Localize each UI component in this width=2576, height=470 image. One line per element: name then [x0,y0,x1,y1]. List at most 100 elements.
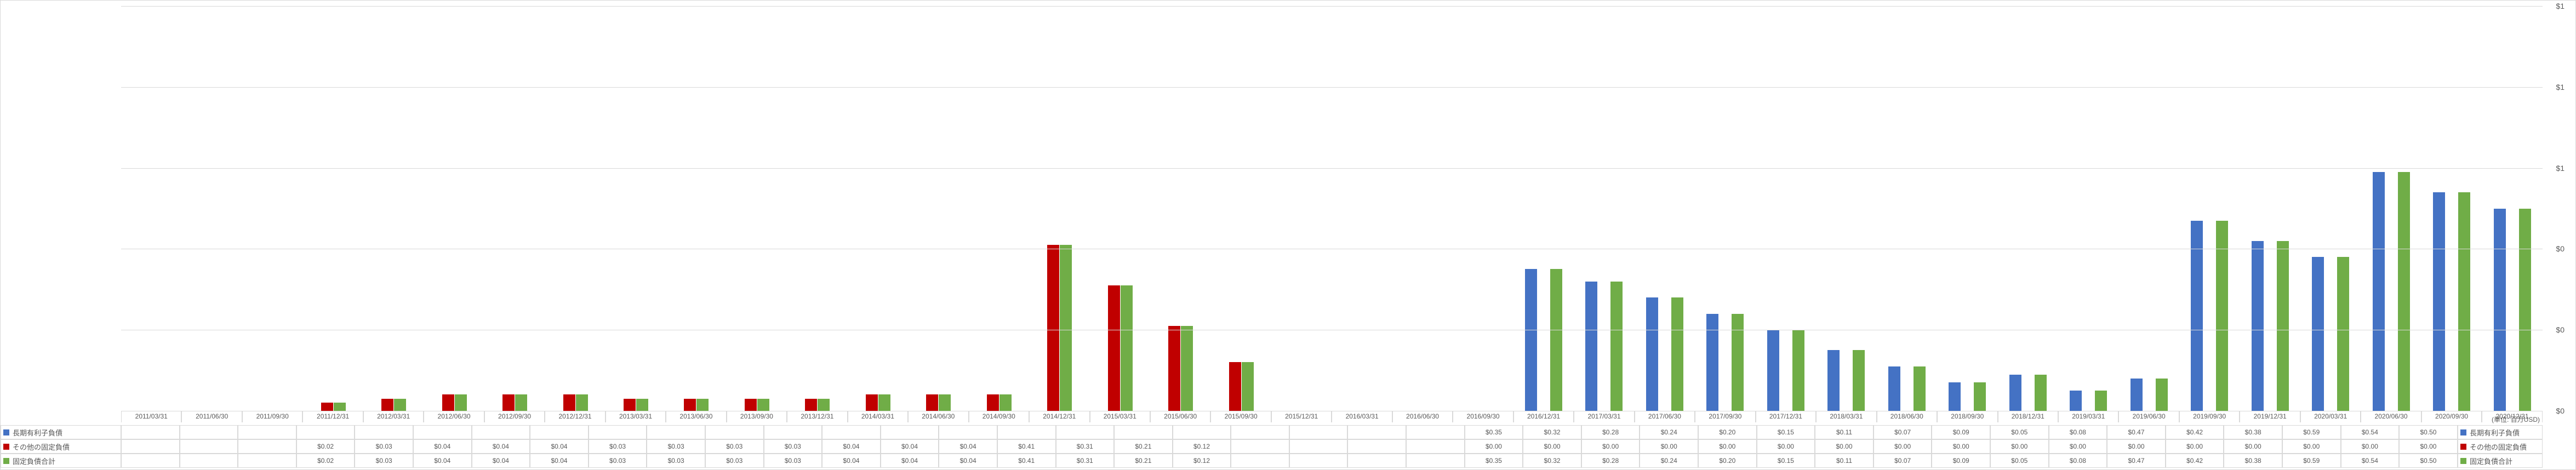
x-tick-label: 2014/03/31 [848,411,908,422]
table-cell: $0.03 [647,454,705,468]
table-cell: $0.21 [1114,439,1173,454]
x-tick-label: 2018/12/31 [1998,411,2058,422]
bars-container [121,6,2543,411]
row-header-left: その他の固定負債 [1,439,121,454]
table-cell: $0.54 [2341,454,2400,468]
bar-s1 [2252,241,2264,411]
bar-s2 [987,394,999,411]
period-group [2361,6,2421,411]
x-tick-label: 2014/06/30 [908,411,968,422]
table-cell: $0.04 [881,439,939,454]
table-cell [1347,454,1406,468]
bar-s3 [2035,375,2047,411]
bar-s2 [926,394,938,411]
row-cells: $0.02$0.03$0.04$0.04$0.04$0.03$0.03$0.03… [121,454,2458,468]
bar-s1 [2494,209,2506,411]
bar-s3 [515,394,527,411]
table-cell: $0.47 [2107,425,2166,439]
table-cell: $0.35 [1465,425,1523,439]
table-cell: $0.00 [1990,439,2049,454]
bar-s1 [2009,375,2021,411]
table-cell [1289,439,1348,454]
x-tick-label: 2020/09/30 [2421,411,2482,422]
table-cell [121,439,180,454]
x-tick-label: 2011/09/30 [242,411,302,422]
bar-s2 [684,399,696,411]
x-tick-label: 2013/09/30 [727,411,787,422]
table-row: 固定負債合計$0.02$0.03$0.04$0.04$0.04$0.03$0.0… [1,454,2543,468]
legend-swatch-icon [2460,444,2466,450]
x-tick-label: 2015/03/31 [1090,411,1150,422]
y-tick-label: $1 [2556,164,2564,173]
table-cell: $0.00 [2049,439,2107,454]
table-cell: $0.07 [1874,425,1932,439]
table-cell: $0.32 [1523,425,1581,439]
x-tick-label: 2016/09/30 [1453,411,1513,422]
table-cell: $0.05 [1990,454,2049,468]
table-cell: $0.07 [1874,454,1932,468]
table-cell: $0.00 [2224,439,2282,454]
bar-s3 [1242,362,1254,411]
bar-s1 [2070,391,2082,411]
table-cell [1289,454,1348,468]
table-cell [997,425,1056,439]
table-cell: $0.11 [1815,425,1874,439]
table-cell: $0.59 [2282,425,2341,439]
table-cell: $0.00 [2166,439,2224,454]
bar-s1 [1888,366,1900,411]
x-tick-label: 2018/09/30 [1937,411,1997,422]
x-tick-label: 2012/03/31 [363,411,424,422]
table-cell: $0.03 [589,454,647,468]
table-cell: $0.03 [764,439,823,454]
bar-s2 [1047,245,1059,411]
table-cell: $0.00 [1465,439,1523,454]
bar-s2 [805,399,817,411]
period-group [969,6,1029,411]
period-group [545,6,605,411]
y-tick-label: $0 [2556,406,2564,415]
bar-s3 [1181,326,1193,411]
x-tick-label: 2018/06/30 [1877,411,1937,422]
bar-s2 [1168,326,1180,411]
period-group [2240,6,2300,411]
period-group [1210,6,1271,411]
table-cell: $0.04 [530,454,589,468]
bar-s1 [1706,314,1718,411]
table-cell [472,425,530,439]
x-tick-label: 2013/12/31 [787,411,847,422]
table-cell: $0.00 [2107,439,2166,454]
bar-s1 [2131,379,2143,411]
bar-s3 [1732,314,1744,411]
x-tick-label: 2012/09/30 [484,411,545,422]
bar-s3 [2277,241,2289,411]
legend-swatch-icon [3,429,9,435]
bar-s3 [939,394,951,411]
period-group [1877,6,1937,411]
table-cell: $0.03 [705,454,764,468]
bar-s3 [696,399,709,411]
table-cell: $0.00 [2341,439,2400,454]
x-tick-label: 2017/06/30 [1635,411,1695,422]
table-cell: $0.50 [2399,454,2458,468]
table-cell: $0.41 [997,454,1056,468]
y-tick-label: $1 [2556,83,2564,91]
row-cells: $0.02$0.03$0.04$0.04$0.04$0.03$0.03$0.03… [121,439,2458,454]
table-cell: $0.04 [413,439,472,454]
row-cells: $0.35$0.32$0.28$0.24$0.20$0.15$0.11$0.07… [121,425,2458,439]
period-group [1513,6,1574,411]
bar-s1 [1646,297,1658,411]
x-tick-label: 2013/03/31 [606,411,666,422]
plot-area: $0$0$0$1$1$1 [121,6,2543,411]
bar-s3 [2458,192,2470,411]
bar-s3 [1792,330,1804,411]
x-tick-label: 2019/09/30 [2179,411,2240,422]
bar-s3 [878,394,890,411]
table-cell: $0.31 [1056,439,1115,454]
period-group [727,6,787,411]
table-cell: $0.28 [1581,425,1640,439]
table-cell: $0.41 [997,439,1056,454]
legend-swatch-icon [2460,458,2466,464]
table-cell [589,425,647,439]
table-cell [939,425,997,439]
bar-s2 [381,399,393,411]
